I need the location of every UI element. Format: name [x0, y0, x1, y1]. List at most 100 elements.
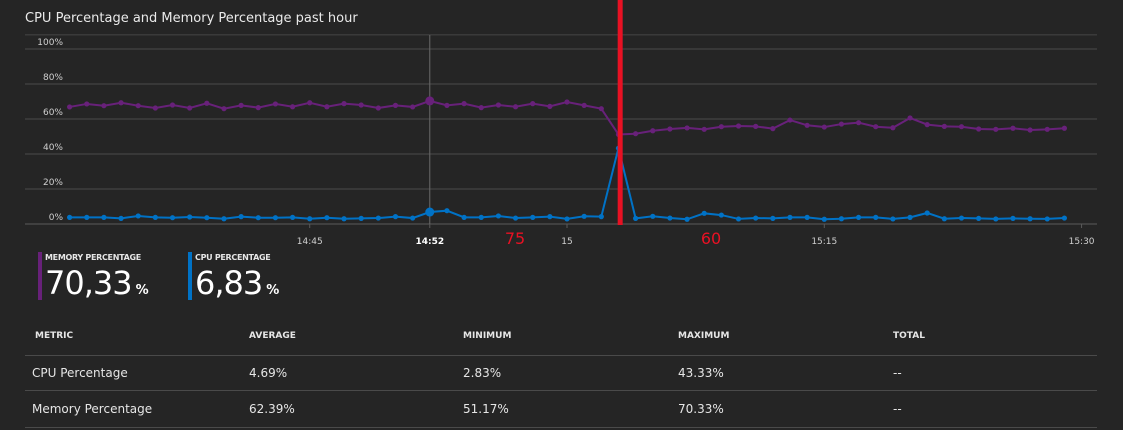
memory-data-point	[495, 102, 501, 108]
memory-data-point	[753, 123, 759, 129]
cpu-data-point	[478, 214, 484, 220]
cpu-data-point	[425, 207, 435, 217]
memory-data-point	[907, 115, 913, 121]
memory-data-point	[307, 100, 313, 106]
memory-data-point	[425, 96, 435, 106]
cpu-data-point	[907, 214, 913, 220]
memory-data-point	[444, 102, 450, 108]
cpu-data-point	[375, 215, 381, 221]
cpu-data-point	[718, 212, 724, 218]
cpu-data-point	[169, 215, 176, 221]
cpu-data-point	[1010, 215, 1016, 221]
memory-data-point	[804, 122, 810, 128]
memory-data-point	[101, 103, 107, 109]
cell-minimum: 51.17%	[463, 402, 509, 416]
y-tick-label: 40%	[43, 143, 63, 153]
memory-data-point	[667, 126, 673, 132]
memory-data-point	[924, 122, 930, 128]
cpu-data-point	[272, 215, 279, 221]
cpu-data-point	[221, 216, 227, 222]
col-header-minimum: MINIMUM	[463, 331, 512, 341]
cpu-data-point	[890, 216, 896, 222]
memory-data-point	[770, 126, 776, 132]
cpu-data-point	[512, 215, 519, 221]
cpu-data-point	[444, 208, 450, 214]
cpu-series-line	[69, 147, 1065, 221]
line-chart[interactable]: 0% 20% 40% 60% 80% 100% 14:45 14:52 15 15:15 15:30…	[0, 0, 1123, 250]
cpu-data-point	[753, 215, 759, 221]
memory-data-point	[821, 124, 827, 130]
cpu-data-point	[941, 216, 947, 222]
memory-data-point	[324, 104, 330, 110]
memory-data-point	[633, 131, 639, 137]
cpu-data-point	[684, 216, 690, 222]
memory-data-point	[684, 125, 690, 131]
cell-total: --	[893, 402, 902, 416]
memory-data-point	[547, 103, 553, 109]
cpu-data-point	[341, 216, 347, 222]
cpu-data-point	[410, 215, 416, 221]
x-tick-label: 15	[561, 237, 572, 247]
cpu-data-point	[118, 215, 124, 221]
cell-average: 62.39%	[249, 402, 295, 416]
cpu-data-point	[598, 214, 604, 220]
cpu-data-point	[633, 215, 639, 221]
cpu-data-point	[135, 213, 141, 219]
table-divider	[25, 390, 1097, 391]
memory-data-point	[890, 125, 896, 131]
memory-data-point	[221, 106, 227, 112]
memory-data-point	[272, 101, 279, 107]
memory-data-point	[358, 102, 364, 108]
memory-summary-label: MEMORY PERCENTAGE	[45, 253, 141, 262]
memory-data-point	[855, 120, 862, 126]
cpu-data-point	[804, 214, 810, 220]
red-marker-line	[617, 0, 623, 225]
cpu-data-point	[1027, 216, 1033, 222]
cell-average: 4.69%	[249, 366, 288, 380]
memory-data-point	[581, 102, 587, 108]
chart-title: CPU Percentage and Memory Percentage pas…	[25, 11, 358, 26]
cpu-data-point	[187, 214, 193, 220]
memory-data-point	[135, 103, 141, 109]
cpu-data-point	[289, 214, 296, 220]
memory-data-point	[1027, 127, 1033, 133]
cpu-summary-label: CPU PERCENTAGE	[195, 253, 271, 262]
cell-metric: Memory Percentage	[32, 402, 153, 416]
memory-data-point	[1010, 125, 1016, 131]
memory-data-point	[598, 106, 604, 112]
cell-metric: CPU Percentage	[32, 366, 128, 380]
memory-data-point	[66, 104, 73, 110]
memory-data-point	[838, 121, 845, 127]
cpu-data-point	[787, 214, 793, 220]
cell-minimum: 2.83%	[463, 366, 502, 380]
memory-summary[interactable]: MEMORY PERCENTAGE 70,33%	[38, 252, 149, 302]
cpu-data-point	[255, 215, 261, 221]
y-tick-label: 80%	[43, 73, 63, 83]
memory-data-point	[958, 124, 965, 130]
cpu-data-point	[958, 215, 965, 221]
cpu-data-point	[1044, 216, 1050, 222]
memory-summary-unit: %	[135, 283, 149, 298]
y-tick-label: 60%	[43, 108, 63, 118]
cpu-data-point	[770, 215, 776, 221]
memory-summary-value: 70,33	[45, 264, 133, 302]
cpu-summary[interactable]: CPU PERCENTAGE 6,83%	[188, 252, 279, 302]
memory-data-point	[84, 101, 90, 107]
memory-data-point	[461, 101, 467, 107]
memory-data-point	[255, 105, 261, 111]
memory-data-point	[873, 124, 879, 130]
memory-data-point	[735, 123, 742, 129]
cpu-data-point	[924, 210, 930, 216]
cpu-data-point	[547, 214, 553, 220]
cpu-data-point	[667, 215, 673, 221]
memory-data-point	[1044, 126, 1050, 132]
cpu-data-point	[838, 216, 845, 222]
memory-data-point	[478, 105, 484, 111]
memory-data-point	[118, 100, 124, 106]
cpu-data-point	[735, 216, 742, 222]
memory-data-point	[152, 105, 158, 111]
cpu-data-point	[976, 215, 982, 221]
memory-data-point	[410, 104, 416, 110]
col-header-metric: METRIC	[35, 331, 74, 341]
memory-data-point	[375, 105, 381, 111]
